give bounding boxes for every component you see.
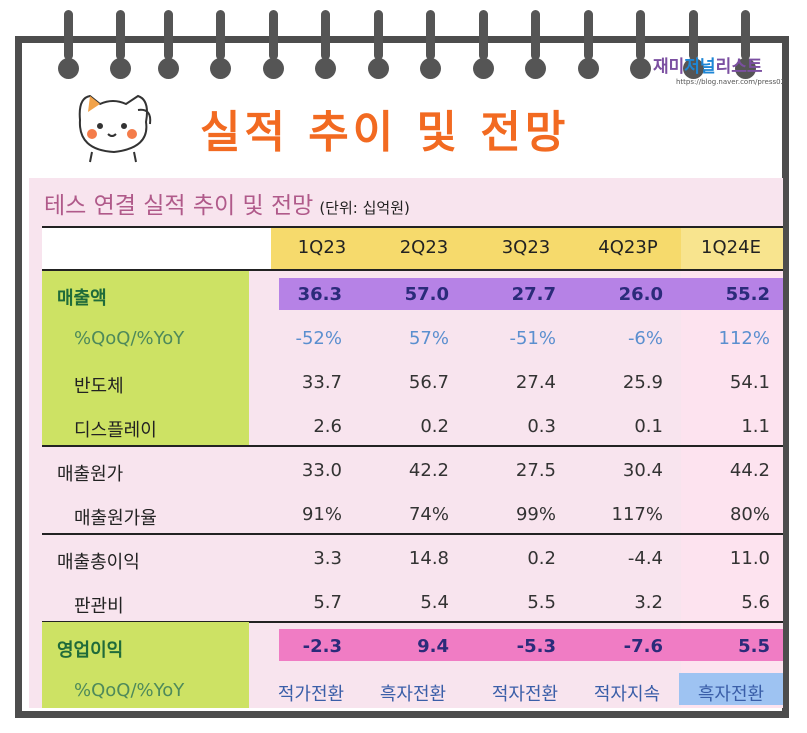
col-header: 1Q24E — [701, 237, 761, 258]
binder-ring — [58, 10, 79, 79]
rule — [42, 445, 783, 447]
cell: 91% — [301, 504, 342, 525]
cell: 44.2 — [729, 460, 770, 481]
cell: 적자전환 — [491, 684, 559, 705]
cell: 0.2 — [527, 548, 556, 569]
row-label: 매출총이익 — [57, 552, 140, 573]
brand-logo: 재미저널리스트 — [653, 57, 763, 77]
cell: 99% — [515, 504, 556, 525]
cell: 적가전환 — [277, 684, 345, 705]
header-bg-estimate — [681, 226, 783, 269]
cell: -52% — [295, 328, 342, 349]
label-col-group4 — [42, 622, 249, 708]
cell: 57.0 — [404, 284, 449, 305]
binder-ring — [525, 10, 546, 79]
cell: 27.5 — [515, 460, 556, 481]
cell: 5.7 — [313, 592, 342, 613]
cell: -5.3 — [516, 636, 556, 657]
table-subtitle: 테스 연결 실적 추이 및 전망 (단위: 십억원) — [44, 193, 410, 219]
op-income-band — [279, 629, 783, 661]
cell: 11.0 — [729, 548, 770, 569]
row-label: 반도체 — [74, 376, 124, 397]
binder-ring — [263, 10, 284, 79]
cell: 2.6 — [313, 416, 342, 437]
row-label: %QoQ/%YoY — [74, 680, 185, 701]
row-label: 판관비 — [74, 596, 124, 617]
row-label: 매출액 — [57, 288, 107, 309]
cell: 1.1 — [741, 416, 770, 437]
row-label: %QoQ/%YoY — [74, 328, 185, 349]
cell: 9.4 — [417, 636, 449, 657]
binder-ring — [158, 10, 179, 79]
binder-ring — [683, 10, 704, 79]
row-label: 디스플레이 — [74, 420, 157, 441]
cell: 26.0 — [618, 284, 663, 305]
binder-ring — [630, 10, 651, 79]
col-header: 2Q23 — [399, 237, 449, 258]
label-col-group1 — [42, 271, 249, 445]
header-bg-actual — [271, 226, 681, 269]
cell: 55.2 — [725, 284, 770, 305]
cell: 112% — [718, 328, 770, 349]
cell: 5.6 — [741, 592, 770, 613]
cell: 3.2 — [634, 592, 663, 613]
unit-label: (단위: 십억원) — [319, 199, 410, 217]
cat-mascot-icon — [78, 94, 152, 163]
rule — [42, 621, 783, 623]
cell: 흑자전환 — [697, 684, 765, 705]
rule — [42, 226, 783, 228]
cell: 42.2 — [408, 460, 449, 481]
cell: 56.7 — [408, 372, 449, 393]
cell: 5.4 — [420, 592, 449, 613]
binder-ring — [420, 10, 441, 79]
cell: 74% — [408, 504, 449, 525]
row-label: 매출원가율 — [74, 508, 157, 529]
cell: 25.9 — [622, 372, 663, 393]
rule — [42, 269, 783, 271]
cell: 0.2 — [420, 416, 449, 437]
cell: -7.6 — [623, 636, 663, 657]
cell: -2.3 — [302, 636, 342, 657]
cell: -51% — [509, 328, 556, 349]
rule — [42, 533, 783, 535]
brand-url: https://blog.naver.com/press02 — [676, 78, 786, 86]
cell: 54.1 — [729, 372, 770, 393]
cell: 5.5 — [527, 592, 556, 613]
page-title: 실적 추이 및 전망 — [200, 107, 570, 158]
revenue-band — [279, 278, 783, 310]
row-label: 영업이익 — [57, 640, 124, 661]
turnaround-badge-bg — [679, 673, 783, 705]
cell: 3.3 — [313, 548, 342, 569]
cell: 117% — [611, 504, 663, 525]
row-label: 매출원가 — [57, 464, 124, 485]
cell: 14.8 — [408, 548, 449, 569]
cell: 57% — [408, 328, 449, 349]
cell: 33.0 — [301, 460, 342, 481]
cell: 5.5 — [738, 636, 770, 657]
cell: 흑자전환 — [379, 684, 447, 705]
binder-ring — [578, 10, 599, 79]
binder-ring — [315, 10, 336, 79]
cell: -6% — [627, 328, 663, 349]
cell: 0.1 — [634, 416, 663, 437]
cell: 적자지속 — [593, 684, 661, 705]
cell: 0.3 — [527, 416, 556, 437]
cell: 27.7 — [511, 284, 556, 305]
cell: 30.4 — [622, 460, 663, 481]
binder-ring — [368, 10, 389, 79]
cell: 33.7 — [301, 372, 342, 393]
binder-ring — [735, 10, 756, 79]
binder-ring — [473, 10, 494, 79]
col-header: 1Q23 — [297, 237, 347, 258]
cell: 27.4 — [515, 372, 556, 393]
binder-ring — [110, 10, 131, 79]
cell: -4.4 — [627, 548, 663, 569]
col-header: 4Q23P — [598, 237, 658, 258]
col-header: 3Q23 — [501, 237, 551, 258]
cell: 36.3 — [297, 284, 342, 305]
cell: 80% — [729, 504, 770, 525]
binder-ring — [210, 10, 231, 79]
header-blank — [42, 226, 271, 269]
